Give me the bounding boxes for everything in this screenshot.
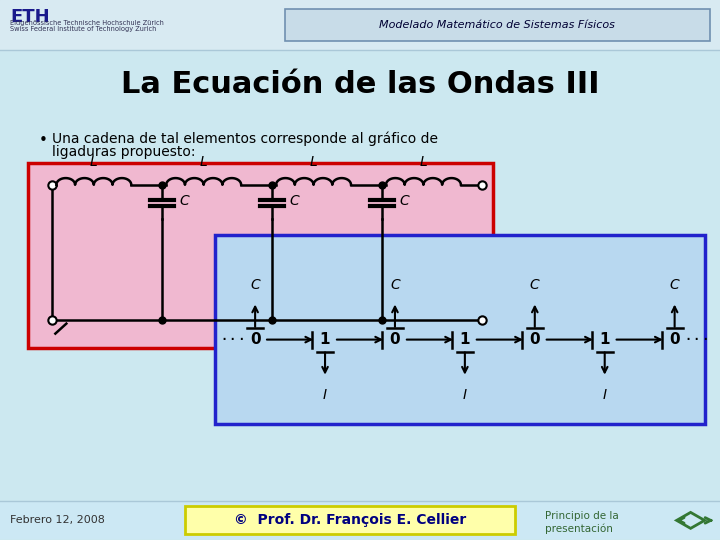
Text: Principio de la
presentación: Principio de la presentación bbox=[545, 511, 618, 534]
Bar bbox=[185, 507, 515, 535]
Bar bbox=[1, 0, 719, 50]
Text: 0: 0 bbox=[529, 332, 540, 347]
Text: L: L bbox=[310, 155, 318, 169]
Text: Febrero 12, 2008: Febrero 12, 2008 bbox=[10, 515, 105, 525]
Text: C: C bbox=[399, 194, 409, 208]
Text: ©  Prof. Dr. François E. Cellier: © Prof. Dr. François E. Cellier bbox=[234, 514, 466, 528]
Text: I: I bbox=[463, 388, 467, 402]
Text: Eidgenössische Technische Hochschule Zürich: Eidgenössische Technische Hochschule Zür… bbox=[10, 20, 164, 26]
Text: C: C bbox=[179, 194, 189, 208]
Text: C: C bbox=[530, 278, 540, 292]
Text: ···: ··· bbox=[220, 332, 247, 347]
Text: I: I bbox=[323, 388, 327, 402]
Bar bbox=[215, 235, 705, 424]
Text: La Ecuación de las Ondas III: La Ecuación de las Ondas III bbox=[121, 70, 599, 99]
Text: C: C bbox=[670, 278, 680, 292]
Bar bbox=[28, 163, 493, 348]
Text: 0: 0 bbox=[670, 332, 680, 347]
Bar bbox=[285, 9, 710, 41]
Text: L: L bbox=[200, 155, 207, 169]
Bar bbox=[1, 502, 719, 539]
Text: I: I bbox=[603, 388, 607, 402]
Text: ETH: ETH bbox=[10, 8, 50, 26]
Text: Una cadena de tal elementos corresponde al gráfico de: Una cadena de tal elementos corresponde … bbox=[53, 132, 438, 146]
Text: L: L bbox=[420, 155, 427, 169]
Text: ligaduras propuesto:: ligaduras propuesto: bbox=[53, 145, 196, 159]
Text: 0: 0 bbox=[390, 332, 400, 347]
Text: C: C bbox=[390, 278, 400, 292]
Text: Swiss Federal Institute of Technology Zurich: Swiss Federal Institute of Technology Zu… bbox=[10, 26, 157, 32]
Text: Modelado Matemático de Sistemas Físicos: Modelado Matemático de Sistemas Físicos bbox=[379, 20, 615, 30]
Text: 1: 1 bbox=[320, 332, 330, 347]
Text: ···: ··· bbox=[683, 332, 711, 347]
Text: C: C bbox=[251, 278, 260, 292]
Text: L: L bbox=[90, 155, 98, 169]
Text: •: • bbox=[38, 133, 48, 148]
Text: C: C bbox=[289, 194, 299, 208]
Text: 1: 1 bbox=[459, 332, 470, 347]
Text: 0: 0 bbox=[250, 332, 261, 347]
Text: 1: 1 bbox=[600, 332, 610, 347]
